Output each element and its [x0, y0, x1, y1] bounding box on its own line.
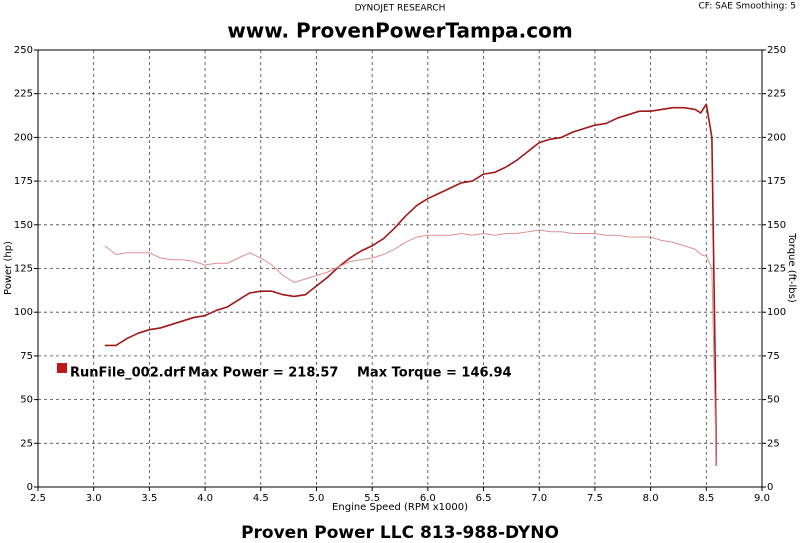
- y-tick-label: 250: [14, 45, 33, 56]
- x-tick-label: 6.0: [420, 493, 436, 504]
- x-tick-label: 3.0: [86, 493, 102, 504]
- x-tick-label: 9.0: [754, 493, 770, 504]
- x-tick-label: 3.5: [141, 493, 157, 504]
- x-tick-label: 8.5: [698, 493, 714, 504]
- y-axis-label: Power (hp): [3, 241, 14, 295]
- y2-tick-label: 0: [767, 482, 773, 493]
- series-line: [104, 103, 718, 467]
- x-tick-label: 5.5: [364, 493, 380, 504]
- y2-tick-label: 200: [767, 132, 786, 143]
- y2-tick-label: 150: [767, 220, 786, 231]
- y-tick-label: 0: [27, 482, 33, 493]
- series-line: [104, 229, 717, 467]
- y2-tick-label: 25: [767, 438, 780, 449]
- y2-tick-label: 125: [767, 264, 786, 275]
- x-tick-label: 4.5: [253, 493, 269, 504]
- y2-tick-label: 175: [767, 176, 786, 187]
- x-axis-label: Engine Speed (RPM x1000): [332, 502, 468, 513]
- y-tick-label: 175: [14, 176, 33, 187]
- x-tick-label: 7.0: [531, 493, 547, 504]
- chart-title: www. ProvenPowerTampa.com: [227, 19, 572, 43]
- y2-tick-label: 75: [767, 351, 780, 362]
- annotation: Max Torque = 146.94: [357, 366, 512, 381]
- y2-tick-label: 50: [767, 395, 780, 406]
- annotation: Max Power = 218.57: [188, 366, 338, 381]
- y-tick-label: 200: [14, 132, 33, 143]
- legend-label: RunFile_002.drf: [70, 366, 185, 381]
- x-tick-label: 6.5: [476, 493, 492, 504]
- y2-axis-label: Torque (ft-lbs): [786, 232, 797, 303]
- x-tick-label: 4.0: [197, 493, 213, 504]
- plot-frame: [37, 49, 763, 488]
- settings-text: CF: SAE Smoothing: 5: [698, 2, 796, 12]
- footer: Proven Power LLC 813-988-DYNO: [241, 523, 559, 543]
- header: DYNOJET RESEARCH: [355, 4, 446, 14]
- y2-tick-label: 100: [767, 307, 786, 318]
- y-tick-label: 225: [14, 89, 33, 100]
- y-tick-label: 75: [20, 351, 33, 362]
- y2-tick-label: 225: [767, 89, 786, 100]
- y-tick-label: 150: [14, 220, 33, 231]
- x-tick-label: 7.5: [587, 493, 603, 504]
- x-tick-label: 5.0: [309, 493, 325, 504]
- y-tick-label: 25: [20, 438, 33, 449]
- y2-tick-label: 250: [767, 45, 786, 56]
- x-tick-label: 8.0: [643, 493, 659, 504]
- x-tick-label: 2.5: [30, 493, 46, 504]
- y-tick-label: 100: [14, 307, 33, 318]
- legend-swatch: [57, 363, 67, 373]
- y-tick-label: 125: [14, 264, 33, 275]
- y-tick-label: 50: [20, 395, 33, 406]
